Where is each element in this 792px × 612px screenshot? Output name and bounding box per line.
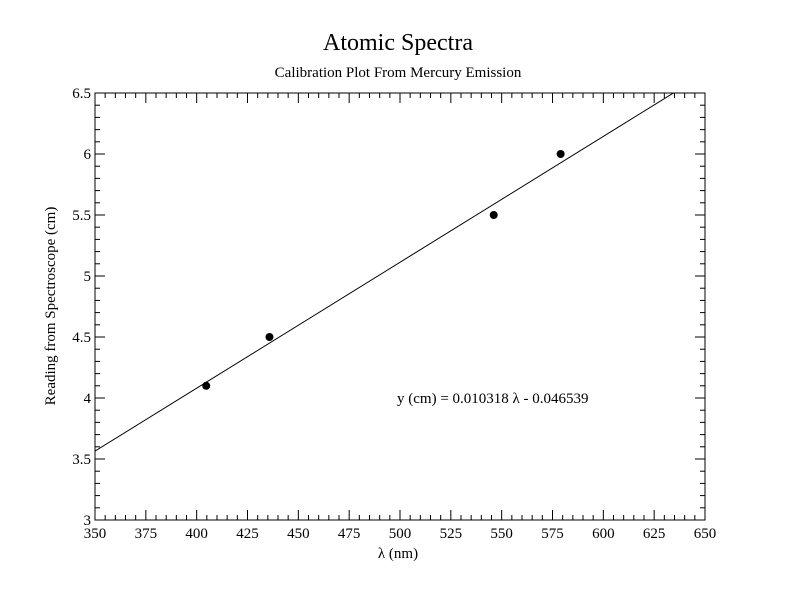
x-tick-label: 525 xyxy=(440,526,463,542)
plot-frame xyxy=(94,92,706,521)
x-tick-labels: 350 375 400 425 450 475 500 525 550 575 600 625 650 xyxy=(84,526,717,542)
x-tick-label: 550 xyxy=(490,526,513,542)
x-tick-label: 450 xyxy=(287,526,310,542)
data-points xyxy=(202,150,565,390)
y-tick-label: 6 xyxy=(84,147,92,163)
x-tick-label: 350 xyxy=(84,526,107,542)
x-tick-label: 600 xyxy=(592,526,615,542)
x-tick-label: 375 xyxy=(135,526,158,542)
y-tick-labels: 3 3.5 4 4.5 5 5.5 6 6.5 xyxy=(72,86,91,529)
chart-subtitle: Calibration Plot From Mercury Emission xyxy=(275,65,522,81)
data-point xyxy=(265,333,274,341)
y-tick-label: 3 xyxy=(84,513,92,529)
x-axis-label: λ (nm) xyxy=(378,546,418,562)
data-point xyxy=(556,150,565,158)
x-tick-label: 400 xyxy=(185,526,208,542)
x-tick-label: 500 xyxy=(389,526,412,542)
data-point xyxy=(489,211,498,219)
axis-ticks xyxy=(94,92,706,521)
x-tick-label: 650 xyxy=(694,526,717,542)
y-tick-label: 5.5 xyxy=(72,208,91,224)
y-axis-label: Reading from Spectroscope (cm) xyxy=(43,207,59,406)
y-tick-label: 4.5 xyxy=(72,330,91,346)
y-tick-label: 6.5 xyxy=(72,86,91,102)
y-tick-label: 3.5 xyxy=(72,452,91,468)
y-tick-label: 4 xyxy=(84,391,92,407)
x-tick-label: 475 xyxy=(338,526,361,542)
y-tick-label: 5 xyxy=(84,269,92,285)
x-tick-label: 425 xyxy=(236,526,259,542)
fit-equation-annotation: y (cm) = 0.010318 λ - 0.046539 xyxy=(397,391,589,407)
fit-line xyxy=(95,93,675,452)
chart-title: Atomic Spectra xyxy=(323,30,473,56)
data-point xyxy=(202,381,211,390)
x-tick-label: 625 xyxy=(643,526,666,542)
x-tick-label: 575 xyxy=(541,526,564,542)
